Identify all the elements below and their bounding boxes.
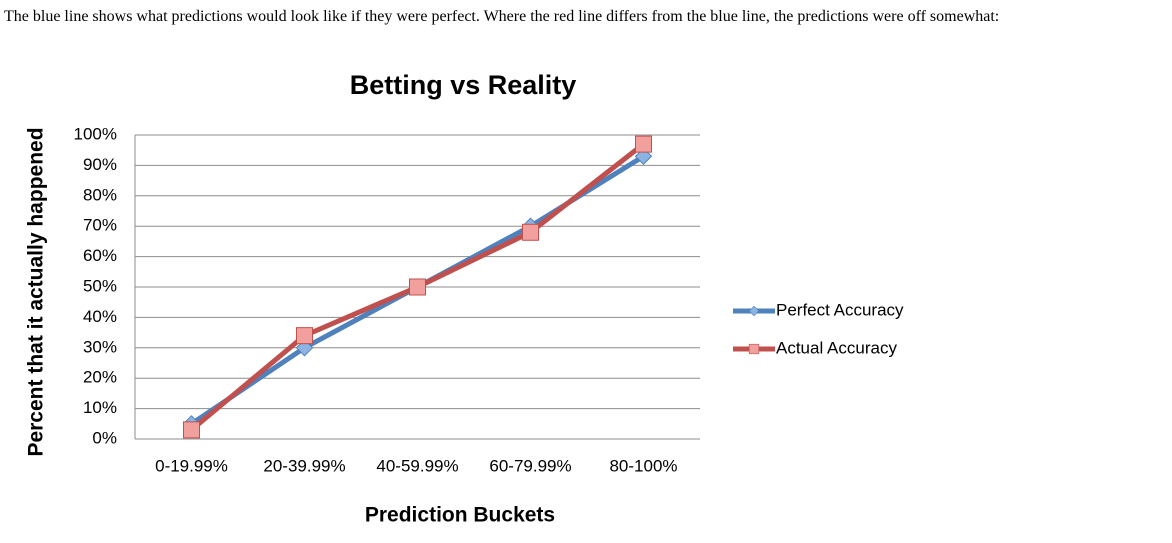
data-point	[409, 278, 426, 296]
legend-label: Perfect Accuracy	[776, 300, 904, 319]
y-tick-label: 50%	[83, 276, 117, 295]
y-tick-label: 10%	[83, 398, 117, 417]
data-point	[183, 421, 200, 439]
x-axis-label: Prediction Buckets	[365, 504, 555, 527]
y-axis-label: Percent that it actually happened	[25, 127, 48, 456]
y-tick-label: 40%	[83, 307, 117, 326]
x-tick-label: 80-100%	[609, 456, 677, 475]
y-tick-label: 90%	[83, 155, 117, 174]
intro-text: The blue line shows what predictions wou…	[4, 8, 1000, 25]
y-tick-label: 100%	[74, 124, 117, 143]
data-point	[522, 223, 539, 241]
y-tick-label: 20%	[83, 368, 117, 387]
legend-label: Actual Accuracy	[776, 338, 897, 357]
y-tick-label: 70%	[83, 216, 117, 235]
data-point	[635, 135, 652, 153]
y-tick-label: 60%	[83, 246, 117, 265]
legend-marker	[748, 343, 760, 355]
y-tick-label: 80%	[83, 185, 117, 204]
data-point	[296, 327, 313, 345]
y-tick-label: 0%	[92, 428, 117, 447]
x-tick-label: 40-59.99%	[376, 456, 458, 475]
chart-title: Betting vs Reality	[350, 70, 577, 100]
x-tick-label: 60-79.99%	[489, 456, 571, 475]
x-tick-label: 0-19.99%	[155, 456, 228, 475]
y-tick-label: 30%	[83, 337, 117, 356]
legend-marker	[748, 305, 760, 317]
x-tick-label: 20-39.99%	[263, 456, 345, 475]
